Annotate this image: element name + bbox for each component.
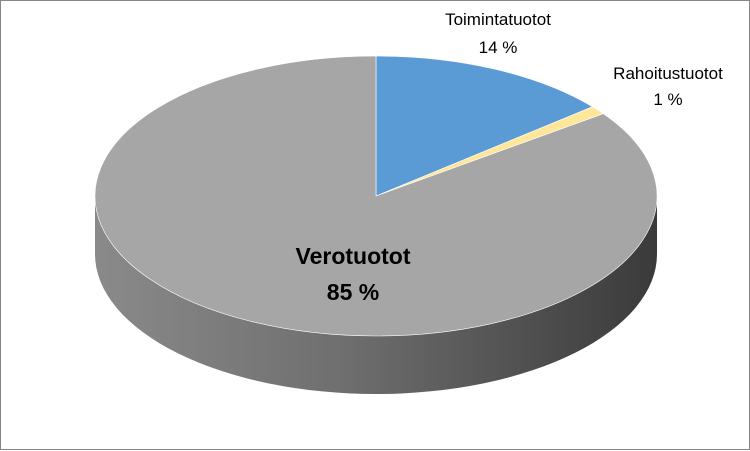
slice-value-toimintatuotot: 14 %	[479, 38, 518, 57]
slice-label-toimintatuotot: Toimintatuotot	[445, 10, 551, 29]
slice-label-verotuotot: Verotuotot	[296, 243, 411, 269]
slice-value-rahoitustuotot: 1 %	[653, 90, 682, 109]
pie-slice-verotuotot	[94, 55, 658, 337]
pie-tops	[94, 55, 658, 337]
pie-side-verotuotot	[95, 196, 657, 394]
slice-value-verotuotot: 85 %	[327, 279, 379, 305]
pie-slice-toimintatuotot	[375, 55, 594, 197]
pie-sides	[95, 196, 657, 394]
slice-label-rahoitustuotot: Rahoitustuotot	[613, 64, 723, 83]
